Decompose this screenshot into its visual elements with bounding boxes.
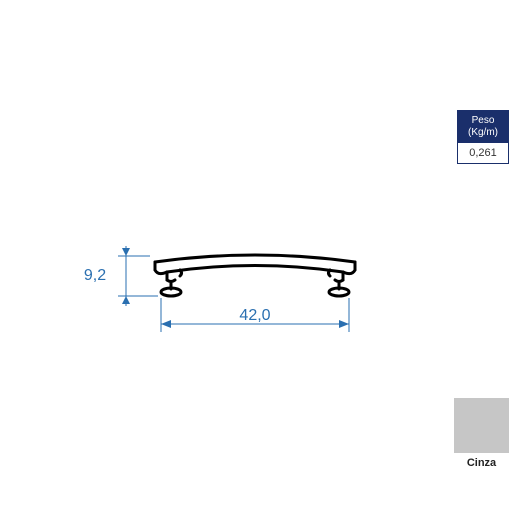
- profile-shape: [155, 255, 355, 296]
- dim-width-label: 42,0: [239, 307, 270, 324]
- canvas: Peso (Kg/m) 0,261 Cinza: [0, 0, 529, 529]
- drawing: 9,2 42,0: [0, 0, 529, 529]
- dim-height-label: 9,2: [84, 267, 106, 284]
- dim-height: [118, 246, 158, 306]
